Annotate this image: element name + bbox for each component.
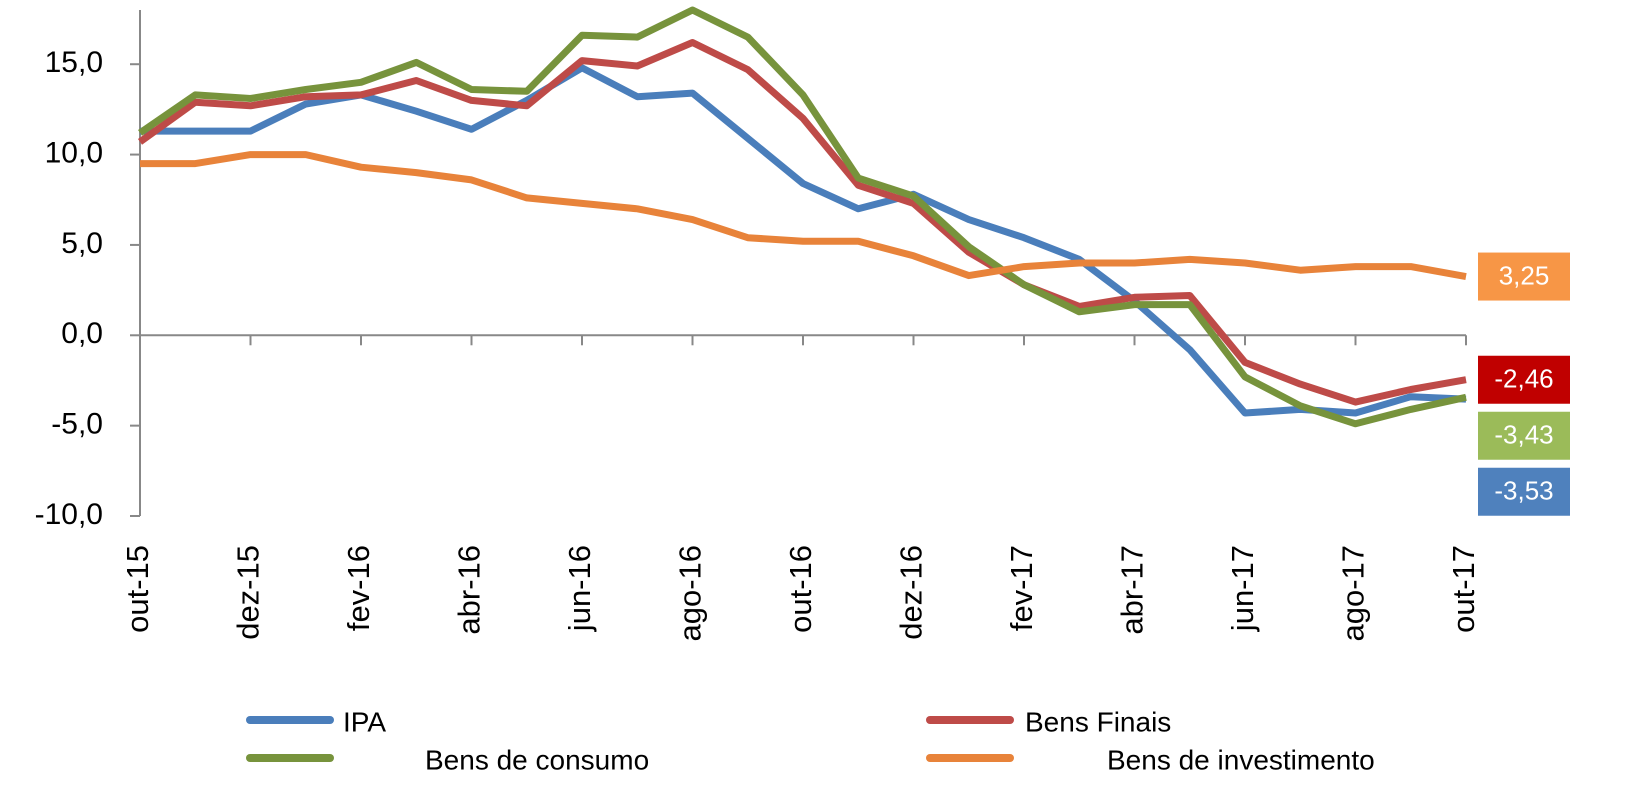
- series-line: [140, 151, 1467, 281]
- y-tick-label: 10,0: [45, 136, 103, 169]
- x-tick-label: out-15: [120, 545, 155, 633]
- x-tick-label: jun-16: [562, 545, 597, 632]
- end-label-box: [1478, 252, 1570, 301]
- y-tick-label: 0,0: [61, 317, 103, 350]
- end-label: 3,25: [1499, 260, 1550, 290]
- x-tick-label: jun-17: [1225, 545, 1260, 632]
- y-tick-label: -5,0: [51, 408, 103, 441]
- end-label-box: [1478, 467, 1570, 516]
- legend-label: Bens Finais: [1025, 706, 1171, 737]
- x-tick-label: fev-17: [1004, 545, 1039, 631]
- x-tick-label: dez-16: [894, 545, 929, 640]
- end-label-box: [1478, 411, 1570, 460]
- end-label: -2,46: [1494, 364, 1553, 394]
- y-tick-label: 5,0: [61, 227, 103, 260]
- x-tick-label: out-17: [1446, 545, 1481, 633]
- x-tick-label: ago-17: [1336, 545, 1371, 642]
- legend-label: IPA: [343, 706, 386, 737]
- end-label-box: [1478, 355, 1570, 404]
- series-line: [137, 39, 1467, 406]
- legend-label: Bens de consumo: [425, 744, 649, 775]
- end-label: -3,43: [1494, 420, 1553, 450]
- legend-label: Bens de investimento: [1107, 744, 1375, 775]
- x-tick-label: abr-16: [452, 545, 487, 635]
- x-tick-label: dez-15: [231, 545, 266, 640]
- y-tick-label: 15,0: [45, 46, 103, 79]
- series-line: [138, 6, 1467, 428]
- y-tick-label: -10,0: [35, 498, 103, 531]
- x-tick-label: fev-16: [341, 545, 376, 631]
- x-tick-label: ago-16: [673, 545, 708, 642]
- end-label: -3,53: [1494, 476, 1553, 506]
- x-tick-label: abr-17: [1115, 545, 1150, 635]
- x-tick-label: out-16: [783, 545, 818, 633]
